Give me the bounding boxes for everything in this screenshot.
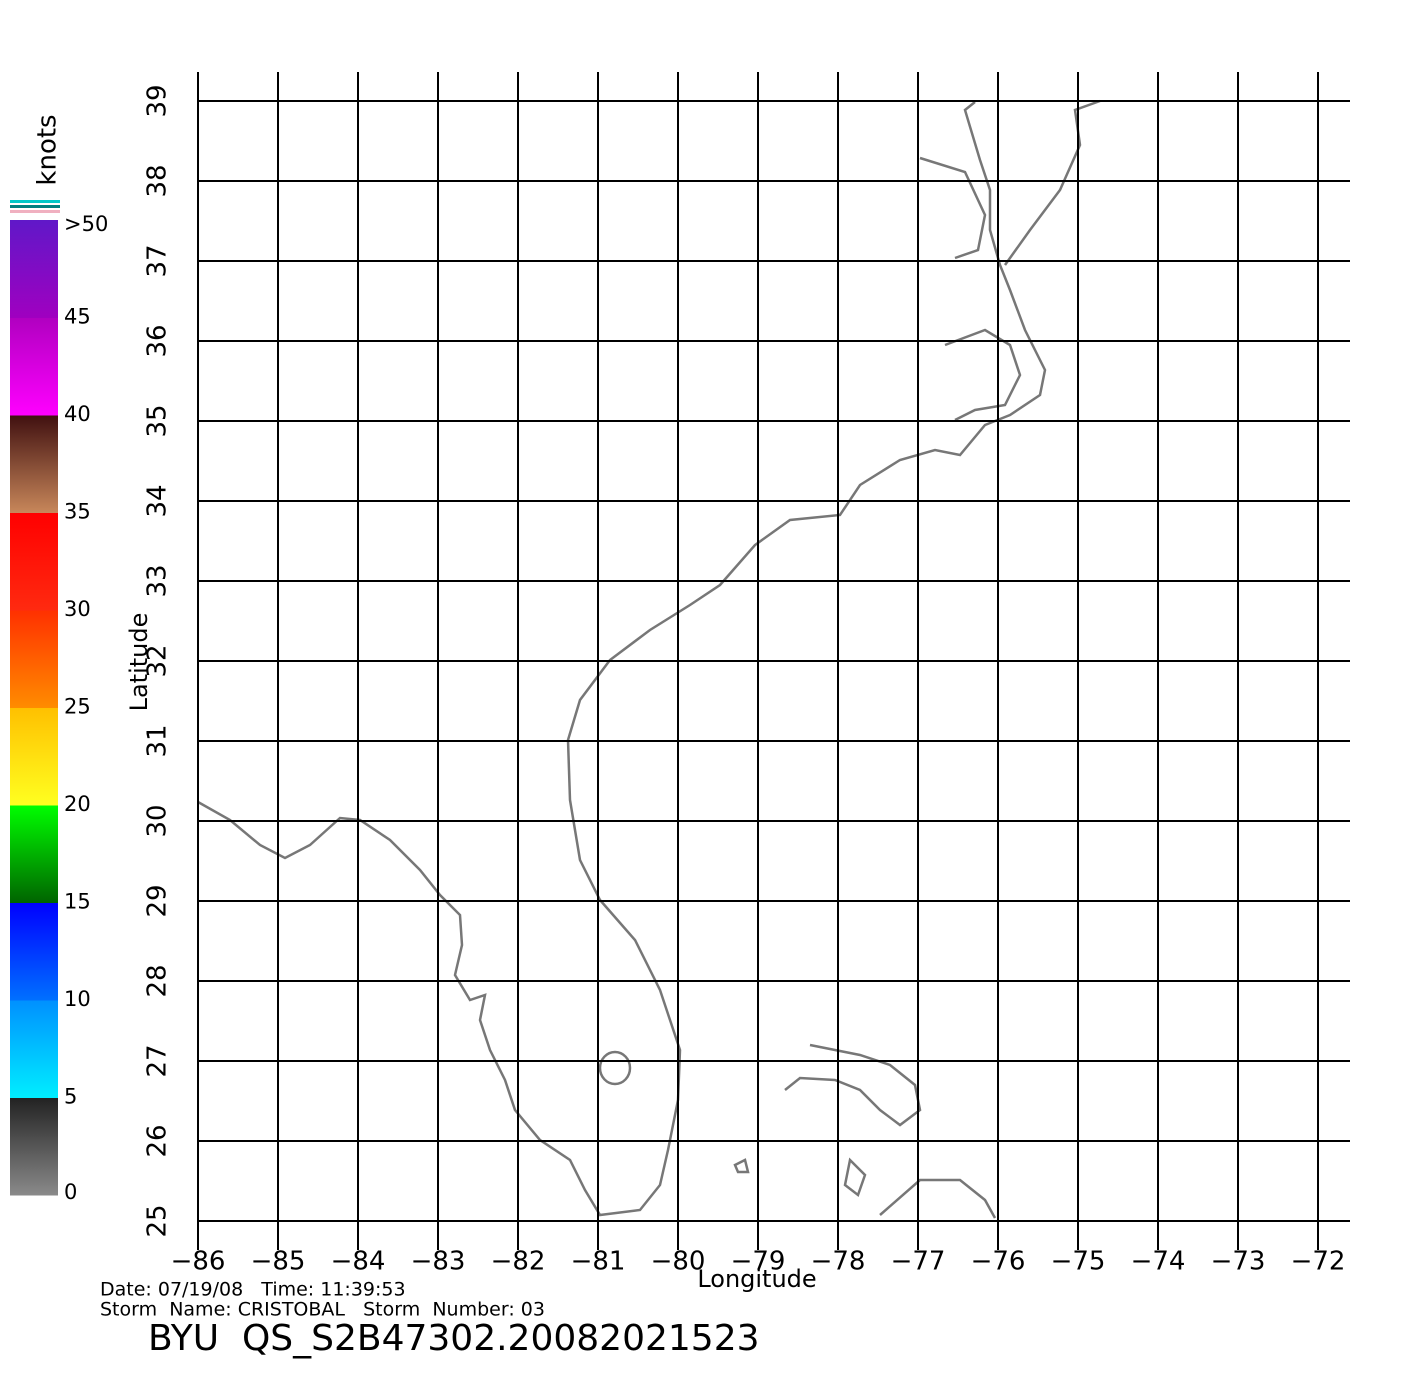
colorbar-tick-label: 40 xyxy=(64,402,91,426)
y-tick-label: 30 xyxy=(143,804,173,837)
y-tick-label: 27 xyxy=(143,1044,173,1077)
x-tick-label: −79 xyxy=(731,1247,786,1277)
y-tick-label: 37 xyxy=(143,244,173,277)
x-tick-label: −73 xyxy=(1211,1247,1266,1277)
y-tick-label: 28 xyxy=(143,964,173,997)
y-axis-label: Latitude xyxy=(125,613,153,712)
colorbar-tick-label: 15 xyxy=(64,890,91,914)
x-tick-label: −84 xyxy=(331,1247,386,1277)
y-tick-label: 34 xyxy=(143,484,173,517)
colorbar-tick-label: 25 xyxy=(64,695,91,719)
colorbar-segment xyxy=(10,220,58,318)
colorbar-segment xyxy=(10,1097,58,1196)
colorbar-segment xyxy=(10,707,58,806)
colorbar-segment xyxy=(10,415,58,513)
x-tick-label: −85 xyxy=(251,1247,306,1277)
x-tick-label: −81 xyxy=(571,1247,626,1277)
colorbar-tick-label: >50 xyxy=(64,212,108,236)
colorbar-tick-label: 30 xyxy=(64,597,91,621)
y-tick-label: 36 xyxy=(143,324,173,357)
info-line: Date: 07/19/08 Time: 11:39:53 xyxy=(100,1279,406,1301)
colorbar-segment xyxy=(10,902,58,1001)
y-tick-label: 32 xyxy=(143,644,173,677)
x-tick-label: −80 xyxy=(651,1247,706,1277)
y-tick-label: 31 xyxy=(143,724,173,757)
info-line: Storm Name: CRISTOBAL Storm Number: 03 xyxy=(100,1299,545,1321)
colorbar-segment xyxy=(10,1000,58,1098)
colorbar-segment xyxy=(10,317,58,416)
x-tick-label: −86 xyxy=(171,1247,226,1277)
colorbar-tick-label: 0 xyxy=(64,1180,77,1204)
colorbar-tick-label: 10 xyxy=(64,987,91,1011)
y-tick-label: 33 xyxy=(143,564,173,597)
colorbar-segment xyxy=(10,512,58,611)
x-tick-label: −72 xyxy=(1291,1247,1346,1277)
y-tick-label: 39 xyxy=(143,84,173,117)
x-tick-label: −74 xyxy=(1131,1247,1186,1277)
y-tick-label: 38 xyxy=(143,164,173,197)
colorbar-tick-label: 35 xyxy=(64,500,91,524)
coastline xyxy=(197,99,1101,1219)
x-tick-label: −83 xyxy=(411,1247,466,1277)
title: BYU QS_S2B47302.20082021523 xyxy=(148,1318,760,1359)
colorbar-segment xyxy=(10,610,58,708)
x-tick-label: −76 xyxy=(971,1247,1026,1277)
colorbar-tick-label: 45 xyxy=(64,305,91,329)
x-tick-label: −82 xyxy=(491,1247,546,1277)
colorbar-title: knots xyxy=(33,114,63,185)
colorbar-tick-label: 20 xyxy=(64,792,91,816)
x-axis-label: Longitude xyxy=(697,1265,816,1293)
x-tick-label: −78 xyxy=(811,1247,866,1277)
colorbar-stripes xyxy=(10,200,60,213)
x-tick-label: −75 xyxy=(1051,1247,1106,1277)
x-tick-label: −77 xyxy=(891,1247,946,1277)
y-tick-label: 29 xyxy=(143,884,173,917)
y-tick-label: 35 xyxy=(143,404,173,437)
colorbar-tick-label: 5 xyxy=(64,1085,77,1109)
colorbar-segment xyxy=(10,805,58,903)
y-tick-label: 26 xyxy=(143,1124,173,1157)
y-tick-label: 25 xyxy=(143,1204,173,1237)
